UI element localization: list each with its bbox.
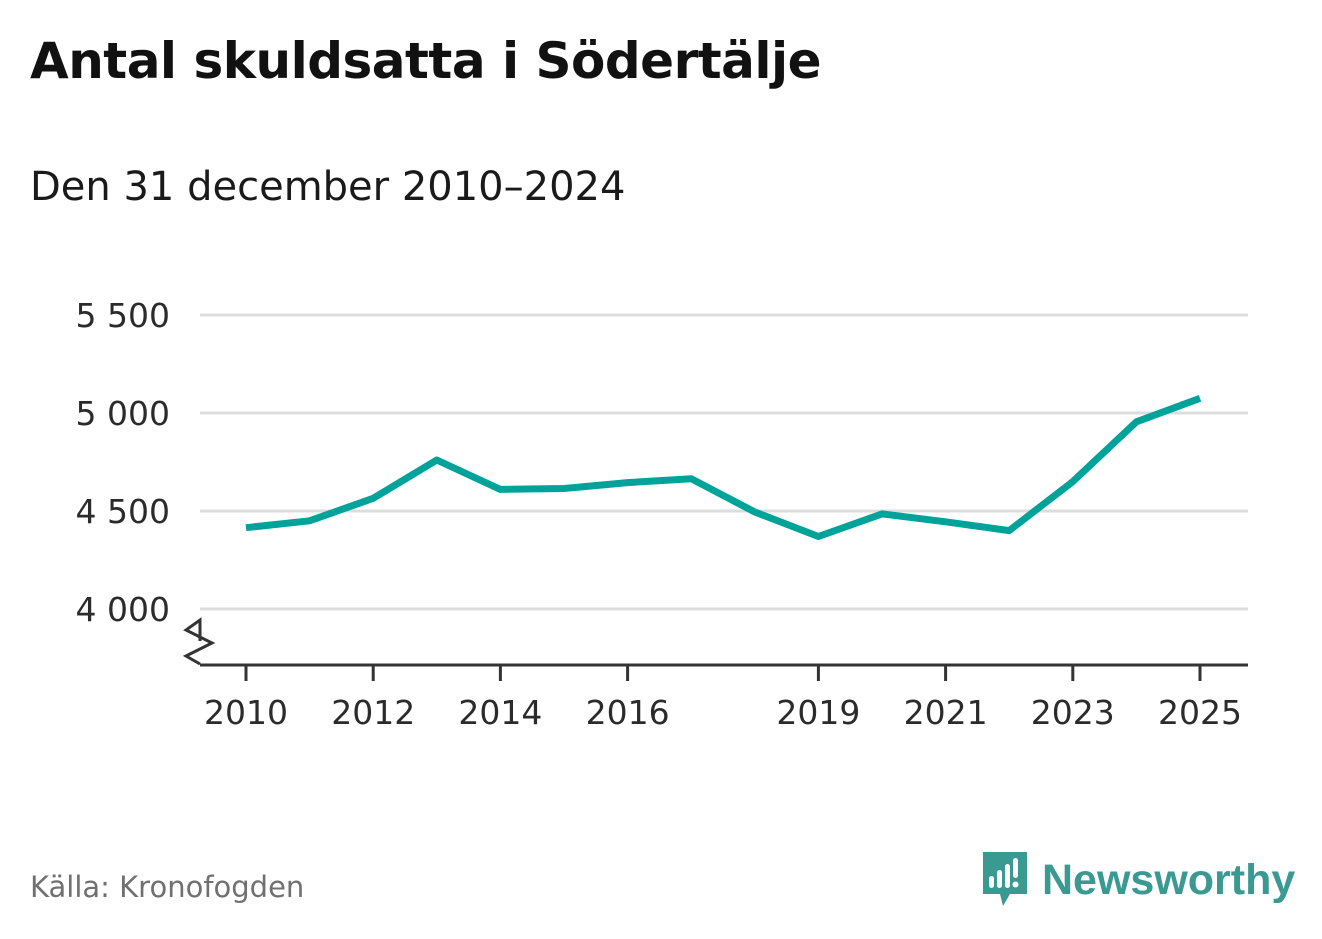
- y-axis-labels: 4 000 4 500 5 000 5 500: [76, 296, 170, 629]
- x-tick-label-2023: 2023: [1031, 693, 1115, 732]
- x-tick-label-2021: 2021: [904, 693, 988, 732]
- data-point-2016: 2016: 4645: [624, 479, 631, 486]
- y-tick-label-4000: 4 000: [76, 590, 170, 629]
- series-line-0: [245, 395, 1202, 540]
- data-point-2013: 2013: 4760: [433, 457, 440, 464]
- y-tick-label-5000: 5 000: [76, 394, 170, 433]
- x-axis-labels: 2010 2012 2014 2016 2019 2021 2023 2025: [204, 693, 1242, 732]
- x-tick-label-2012: 2012: [331, 693, 415, 732]
- data-point-2014: 2014: 4610: [497, 486, 504, 493]
- data-point-2020: 2020: 4485: [879, 510, 886, 517]
- y-tick-label-4500: 4 500: [76, 492, 170, 531]
- y-axis-break-marker: [182, 617, 216, 666]
- data-point-2017: 2017: 4665: [688, 475, 695, 482]
- data-point-2010: 2010: 4415: [243, 524, 250, 531]
- x-tick-label-2025: 2025: [1158, 693, 1242, 732]
- data-point-2021: 2021: 4445: [942, 518, 949, 525]
- source-note: Källa: Kronofogden: [30, 870, 305, 904]
- newsworthy-logo-icon: [983, 852, 1027, 906]
- data-point-2025: 2025: 5075: [1197, 395, 1204, 402]
- data-point-2011: 2011: 4450: [306, 517, 313, 524]
- chart-subtitle: Den 31 december 2010–2024: [30, 164, 626, 210]
- data-point-2023: 2023: 4650: [1069, 478, 1076, 485]
- x-tick-label-2014: 2014: [458, 693, 542, 732]
- data-point-2024: 2024: 4955: [1133, 418, 1140, 425]
- x-axis: [182, 617, 1248, 681]
- series-layer: 2010: 4415 2011: 4450 2012: 4565 2013: 4760…: [243, 395, 1204, 540]
- newsworthy-logo: Newsworthy: [980, 850, 1295, 910]
- data-point-2012: 2012: 4565: [370, 495, 377, 502]
- data-point-2015: 2015: 4615: [561, 485, 568, 492]
- y-tick-label-5500: 5 500: [76, 296, 170, 335]
- data-point-2019: 2019: 4370: [815, 533, 822, 540]
- x-tick-label-2019: 2019: [776, 693, 860, 732]
- chart-title: Antal skuldsatta i Södertälje: [30, 32, 822, 90]
- x-tick-label-2010: 2010: [204, 693, 288, 732]
- brand-name: Newsworthy: [1042, 855, 1296, 904]
- data-point-2018: 2018: 4495: [751, 508, 758, 515]
- grid-lines: [200, 313, 1248, 611]
- x-tick-label-2016: 2016: [586, 693, 670, 732]
